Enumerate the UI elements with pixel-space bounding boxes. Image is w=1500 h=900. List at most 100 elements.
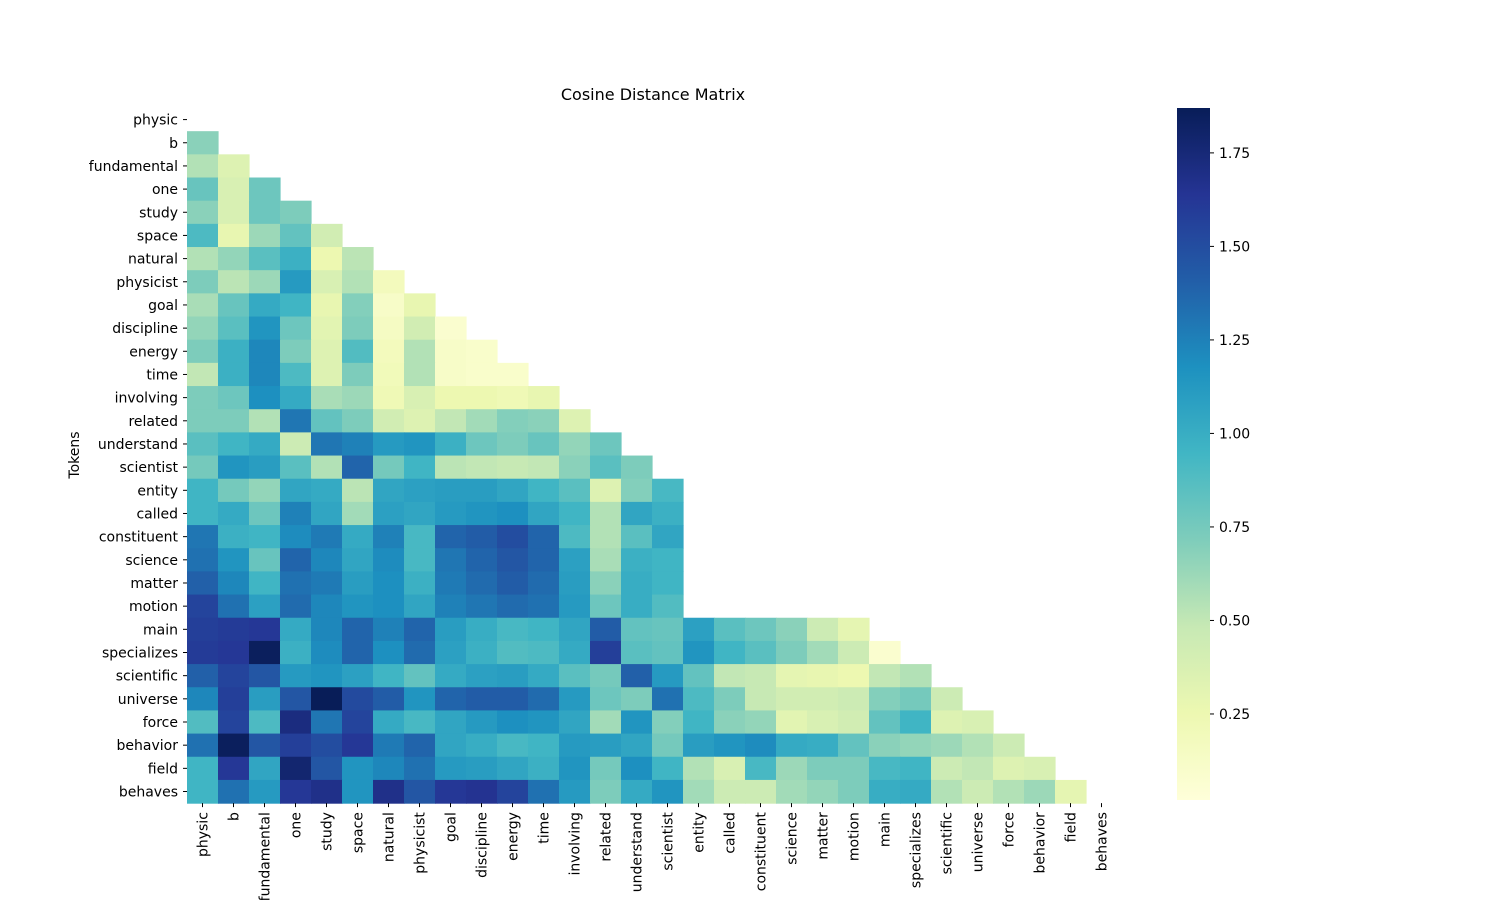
x-tick-label: behaves (1095, 812, 1111, 871)
heatmap-cell (435, 733, 467, 758)
heatmap-cell (249, 571, 281, 596)
heatmap-cell (218, 293, 250, 318)
heatmap-cell (280, 293, 312, 318)
heatmap-cell (466, 501, 498, 526)
heatmap-cell (311, 525, 343, 549)
heatmap-cell (187, 386, 219, 410)
heatmap-cell (311, 756, 343, 781)
heatmap-cell (218, 270, 250, 294)
heatmap-cell (776, 617, 808, 642)
heatmap-cell (373, 386, 405, 410)
heatmap-cell (373, 756, 405, 781)
x-tick-labels: physic b fundamental one study space natural ph… (196, 803, 1111, 900)
heatmap-cell (404, 710, 436, 735)
heatmap-cell (776, 756, 808, 781)
heatmap-cell (342, 571, 374, 596)
y-tick-label: natural (128, 252, 178, 268)
heatmap-cell (187, 687, 219, 712)
x-tick-label: time (537, 812, 553, 844)
heatmap-cell (187, 247, 219, 271)
heatmap-cell (497, 362, 529, 387)
heatmap-cell (435, 756, 467, 781)
heatmap-cell (838, 756, 870, 781)
x-tick-label: involving (568, 812, 584, 875)
colorbar-tick-label: 0.75 (1219, 520, 1250, 536)
heatmap-cell (342, 779, 374, 804)
heatmap-cell (714, 779, 746, 804)
heatmap-cell (466, 733, 498, 758)
heatmap-cell (590, 525, 622, 549)
y-tick-label: goal (148, 298, 178, 314)
heatmap-cell (373, 501, 405, 526)
heatmap-cell (559, 733, 591, 758)
heatmap-cell (311, 664, 343, 688)
y-tick-label: called (136, 506, 178, 522)
heatmap-cell (621, 779, 653, 804)
heatmap-cell (528, 756, 560, 781)
heatmap-cell (373, 571, 405, 596)
heatmap-cell (342, 362, 374, 387)
y-tick-label: field (148, 761, 178, 777)
heatmap-cell (373, 779, 405, 804)
heatmap-cell (218, 710, 250, 735)
heatmap-cell (559, 409, 591, 433)
heatmap-cell (218, 687, 250, 712)
heatmap-cell (187, 756, 219, 781)
heatmap-cell (249, 247, 281, 271)
heatmap-cell (187, 316, 219, 341)
heatmap-cell (218, 756, 250, 781)
heatmap-cell (931, 710, 963, 735)
heatmap-cell (342, 733, 374, 758)
heatmap-cell (373, 525, 405, 549)
x-tick-label: fundamental (258, 812, 274, 900)
heatmap-cell (745, 756, 777, 781)
heatmap-cell (497, 664, 529, 688)
heatmap-cell (807, 664, 839, 688)
heatmap-cell (342, 617, 374, 642)
heatmap-cell (218, 501, 250, 526)
heatmap-cell (900, 733, 932, 758)
heatmap-cell (435, 640, 467, 665)
heatmap-cell (590, 664, 622, 688)
y-tick-label: scientific (116, 669, 178, 685)
heatmap-cell (342, 316, 374, 341)
heatmap-cell (466, 432, 498, 457)
heatmap-cell (249, 548, 281, 572)
heatmap-cell (714, 617, 746, 642)
heatmap-cell (218, 223, 250, 248)
heatmap-cell (218, 571, 250, 596)
heatmap-cell (435, 710, 467, 735)
x-tick-label: physicist (413, 812, 429, 874)
heatmap-cell (528, 525, 560, 549)
x-tick-label: related (599, 812, 615, 862)
heatmap-cell (311, 687, 343, 712)
heatmap-cell (528, 710, 560, 735)
heatmap-cell (528, 594, 560, 619)
heatmap-cell (714, 756, 746, 781)
heatmap-cell (559, 478, 591, 503)
heatmap-cell (435, 779, 467, 804)
y-tick-label: universe (118, 692, 178, 708)
heatmap-cell (311, 386, 343, 410)
heatmap-cell (187, 733, 219, 758)
heatmap-cell (683, 710, 715, 735)
heatmap-cell (838, 640, 870, 665)
x-tick-label: field (1064, 812, 1080, 842)
heatmap-cell (311, 293, 343, 318)
heatmap-cell (342, 664, 374, 688)
colorbar-tick-label: 1.00 (1219, 426, 1250, 442)
heatmap-cell (187, 131, 219, 155)
heatmap-cell (280, 756, 312, 781)
y-tick-label: entity (137, 483, 178, 499)
heatmap-cell (466, 710, 498, 735)
heatmap-cell (652, 594, 684, 619)
heatmap-cell (807, 710, 839, 735)
heatmap-cell (745, 664, 777, 688)
heatmap-cell (249, 617, 281, 642)
heatmap-cell (621, 525, 653, 549)
heatmap-cell (280, 409, 312, 433)
x-tick-label: understand (630, 812, 646, 892)
heatmap-cell (466, 594, 498, 619)
heatmap-cell (559, 594, 591, 619)
heatmap-cell (373, 316, 405, 341)
